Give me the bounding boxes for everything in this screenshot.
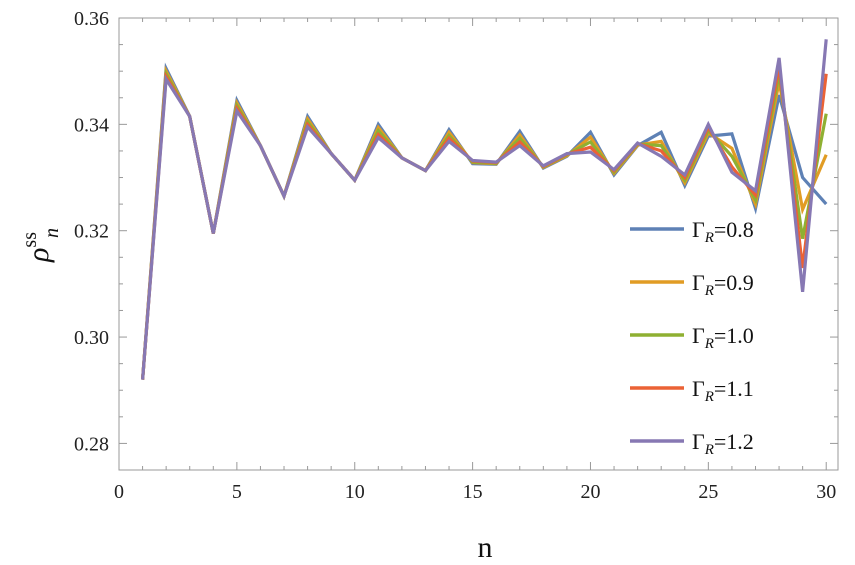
y-tick-label: 0.36 <box>74 8 109 30</box>
x-tick-label: 30 <box>816 481 836 503</box>
legend-label: ΓR=1.0 <box>692 323 754 352</box>
x-tick-label: 15 <box>463 481 483 503</box>
y-axis-title-main: ρ <box>22 248 55 263</box>
y-axis-title: ρssn <box>19 228 63 263</box>
plot-frame <box>118 17 839 471</box>
x-tick-label: 25 <box>698 481 718 503</box>
y-tick-label: 0.34 <box>74 114 109 136</box>
legend-label: ΓR=1.2 <box>692 429 754 458</box>
legend-label: ΓR=1.1 <box>692 376 754 405</box>
legend: ΓR=0.8 ΓR=0.9 ΓR=1.0 ΓR=1.1 ΓR=1.2 <box>630 217 754 458</box>
svg-text:ρssn: ρssn <box>19 228 63 263</box>
x-tick-label: 20 <box>580 481 600 503</box>
y-axis-title-sup: ss <box>19 232 41 248</box>
axes: 0 5 10 15 20 25 30 0.28 0.30 0.32 0.34 0.36 <box>74 8 839 503</box>
x-axis-title: n <box>478 531 493 564</box>
y-tick-label: 0.32 <box>74 221 109 243</box>
x-tick-label: 5 <box>232 481 242 503</box>
y-axis-title-sub: n <box>41 228 63 238</box>
series-lines <box>141 39 828 380</box>
legend-label: ΓR=0.8 <box>692 217 754 246</box>
x-tick-label: 0 <box>114 481 124 503</box>
y-tick-label: 0.28 <box>74 433 109 455</box>
y-tick-label: 0.30 <box>74 327 109 349</box>
legend-label: ΓR=0.9 <box>692 270 754 299</box>
x-tick-label: 10 <box>345 481 365 503</box>
series-line <box>141 39 828 380</box>
